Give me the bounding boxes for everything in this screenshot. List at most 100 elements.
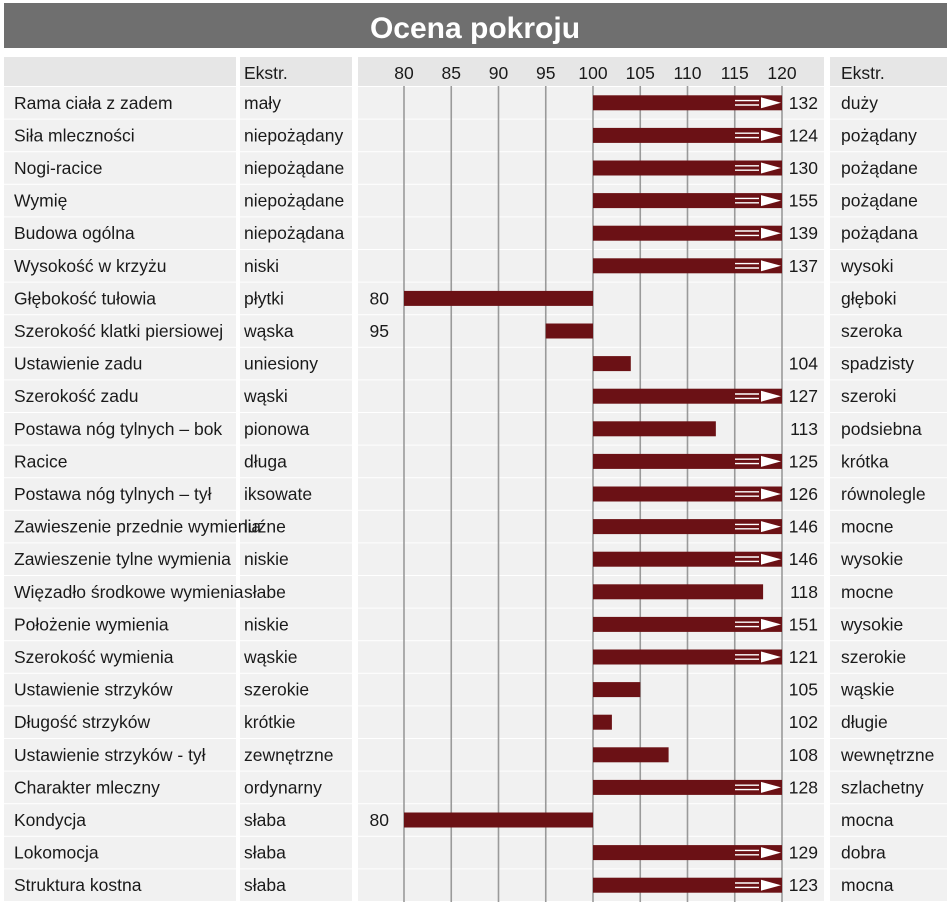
value-label: 121 <box>789 647 818 667</box>
trait-label: Ustawienie strzyków - tył <box>14 745 206 765</box>
row-cell <box>830 673 947 706</box>
low-extreme-label: wąska <box>243 321 294 341</box>
overflow-arrow <box>761 97 781 109</box>
header-left-extreme: Ekstr. <box>244 63 288 83</box>
low-extreme-label: słabe <box>244 582 286 602</box>
trait-label: Wymię <box>14 191 67 211</box>
high-extreme-label: dobra <box>841 843 886 863</box>
row-cell <box>4 543 236 575</box>
low-extreme-label: płytki <box>244 288 284 308</box>
high-extreme-label: wąskie <box>840 680 895 700</box>
low-extreme-label: słaba <box>244 810 286 830</box>
row-cell <box>4 217 236 249</box>
row-cell <box>4 445 236 478</box>
row-cell <box>4 641 236 673</box>
high-extreme-label: wysoki <box>840 256 894 276</box>
low-extreme-label: niskie <box>244 614 289 634</box>
high-extreme-label: pożądane <box>841 158 918 178</box>
bar <box>404 290 593 306</box>
value-label: 132 <box>789 93 818 113</box>
low-extreme-label: niski <box>244 256 279 276</box>
low-extreme-label: luźne <box>244 517 286 537</box>
row-cell <box>4 836 236 869</box>
high-extreme-label: spadzisty <box>841 354 914 374</box>
row-cell <box>830 413 947 445</box>
bar <box>593 845 782 861</box>
row-cell <box>830 771 947 804</box>
low-extreme-label: pionowa <box>244 419 309 439</box>
row-cell <box>240 282 352 315</box>
trait-label: Ustawienie strzyków <box>14 680 173 700</box>
row-cell <box>830 543 947 575</box>
value-label: 95 <box>370 321 389 341</box>
row-cell <box>830 217 947 249</box>
row-cell <box>4 413 236 445</box>
row-cell <box>358 673 824 706</box>
row-cell <box>240 478 352 510</box>
row-cell <box>830 739 947 771</box>
high-extreme-label: wewnętrzne <box>840 745 934 765</box>
bar <box>593 616 782 632</box>
low-extreme-label: niepożądane <box>244 191 344 211</box>
trait-label: Więzadło środkowe wymienia <box>14 582 244 602</box>
tick-label: 115 <box>721 63 749 83</box>
overflow-arrow <box>761 227 781 239</box>
high-extreme-label: głęboki <box>841 288 896 308</box>
row-cell <box>4 315 236 347</box>
trait-label: Zawieszenie przednie wymienia <box>14 517 261 537</box>
value-label: 118 <box>790 582 818 602</box>
low-extreme-label: iksowate <box>244 484 312 504</box>
bar <box>593 95 782 111</box>
row-cell <box>240 217 352 249</box>
trait-label: Lokomocja <box>14 843 99 863</box>
row-cell <box>830 576 947 608</box>
low-extreme-label: uniesiony <box>244 354 318 374</box>
bar <box>593 388 782 404</box>
low-extreme-label: niepożądany <box>244 125 343 145</box>
bar <box>593 193 782 209</box>
low-extreme-label: wąskie <box>243 647 298 667</box>
trait-label: Postawa nóg tylnych – tył <box>14 484 212 504</box>
trait-label: Siła mleczności <box>14 125 135 145</box>
row-cell <box>358 739 824 771</box>
row-cell <box>240 87 352 119</box>
row-cell <box>240 250 352 282</box>
row-cell <box>4 250 236 282</box>
bar <box>593 682 641 698</box>
value-label: 80 <box>370 288 390 308</box>
row-cell <box>240 706 352 738</box>
trait-label: Szerokość zadu <box>14 386 139 406</box>
row-cell <box>240 184 352 217</box>
value-label: 113 <box>790 419 818 439</box>
tick-label: 90 <box>489 63 509 83</box>
bar <box>593 356 631 372</box>
low-extreme-label: krótkie <box>244 712 296 732</box>
low-extreme-label: zewnętrzne <box>244 745 334 765</box>
overflow-arrow <box>761 488 781 500</box>
high-extreme-label: szlachetny <box>841 777 924 797</box>
row-cell <box>240 739 352 771</box>
row-cell <box>240 119 352 152</box>
row-cell <box>240 413 352 445</box>
bar <box>593 453 782 469</box>
overflow-arrow <box>761 651 781 663</box>
overflow-arrow <box>761 390 781 402</box>
low-extreme-label: długa <box>244 451 287 471</box>
row-cell <box>4 771 236 804</box>
high-extreme-label: równolegle <box>841 484 926 504</box>
row-cell <box>240 380 352 412</box>
high-extreme-label: mocna <box>841 810 894 830</box>
value-label: 123 <box>789 875 818 895</box>
trait-label: Struktura kostna <box>14 875 142 895</box>
row-cell <box>240 869 352 901</box>
row-cell <box>4 869 236 901</box>
trait-label: Nogi-racice <box>14 158 103 178</box>
row-cell <box>4 804 236 836</box>
high-extreme-label: mocne <box>841 517 894 537</box>
low-extreme-label: ordynarny <box>244 777 322 797</box>
high-extreme-label: krótka <box>841 451 889 471</box>
row-cell <box>358 413 824 445</box>
high-extreme-label: duży <box>841 93 878 113</box>
value-label: 130 <box>789 158 818 178</box>
